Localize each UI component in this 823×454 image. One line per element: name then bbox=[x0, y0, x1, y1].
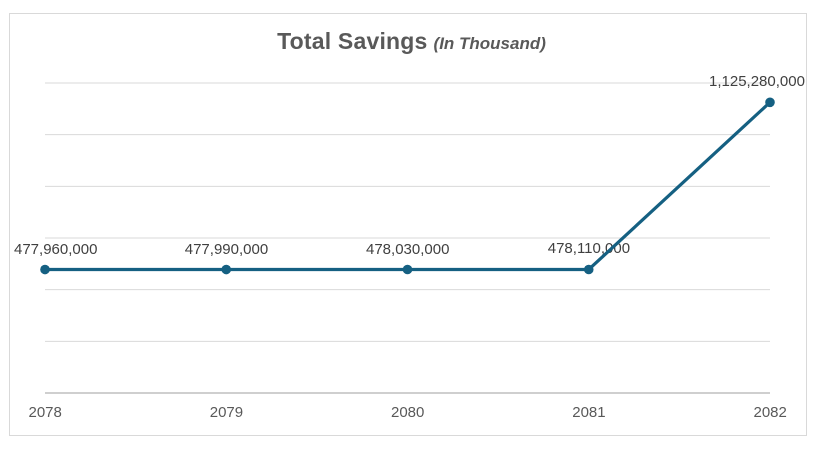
data-label: 478,110,000 bbox=[547, 240, 631, 258]
x-axis-label: 2082 bbox=[753, 404, 787, 421]
data-point-marker bbox=[583, 264, 594, 275]
chart-title-subtitle: (In Thousand) bbox=[433, 34, 546, 53]
data-label: 1,125,280,000 bbox=[709, 73, 805, 91]
x-axis-label: 2079 bbox=[209, 404, 244, 421]
x-axis-label: 2078 bbox=[28, 404, 62, 421]
data-point-marker bbox=[221, 264, 232, 275]
x-axis-label: 2080 bbox=[391, 404, 425, 421]
chart-title: Total Savings (In Thousand) bbox=[0, 28, 823, 55]
data-point-marker bbox=[40, 264, 50, 275]
data-point-marker bbox=[765, 97, 775, 108]
series-line bbox=[43, 100, 772, 272]
x-axis-label: 2081 bbox=[572, 404, 606, 421]
data-label: 477,960,000 bbox=[14, 240, 98, 258]
chart-title-main: Total Savings bbox=[277, 28, 428, 54]
data-point-marker bbox=[402, 264, 413, 275]
chart-border bbox=[9, 13, 807, 436]
data-label: 478,030,000 bbox=[366, 240, 450, 258]
data-label: 477,990,000 bbox=[184, 240, 269, 258]
